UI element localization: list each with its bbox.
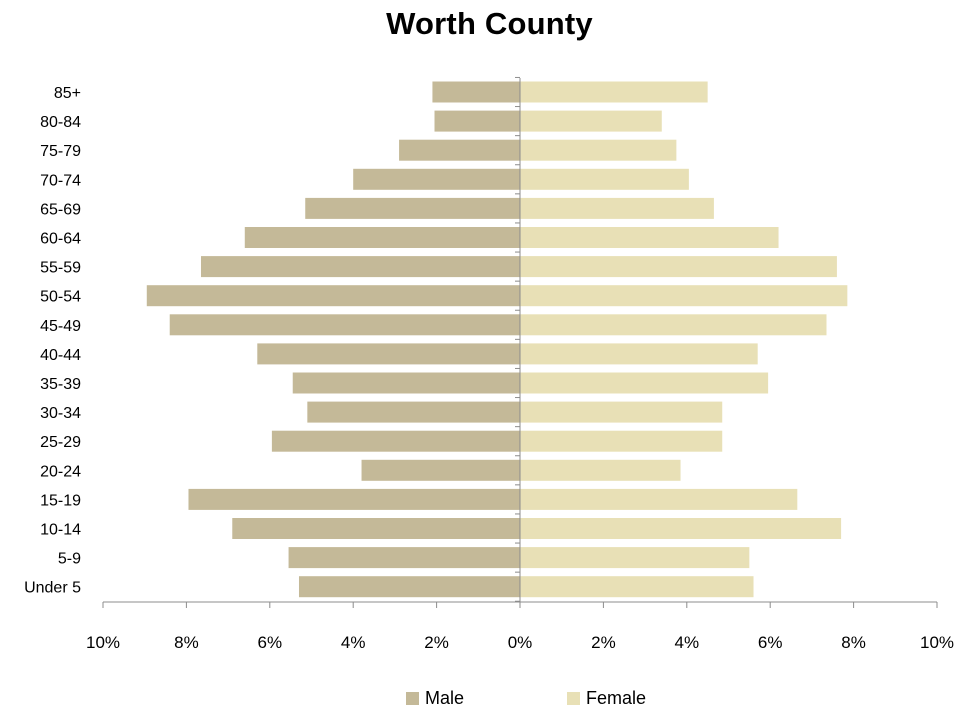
bar-male-50-54 [146, 285, 520, 307]
bar-female-30-34 [520, 401, 723, 423]
category-label: 10-14 [40, 522, 81, 539]
legend: Male Female [0, 688, 979, 710]
category-label: 25-29 [40, 434, 81, 451]
x-tick-label: 8% [174, 633, 199, 652]
bar-female-65-69 [520, 197, 714, 219]
bar-female-45-49 [520, 314, 827, 336]
category-label: 30-34 [40, 405, 81, 422]
category-label: 45-49 [40, 318, 81, 335]
bar-female-75-79 [520, 139, 677, 161]
category-label: 65-69 [40, 201, 81, 218]
x-tick-label: 4% [675, 633, 700, 652]
bar-male-15-19 [188, 488, 521, 510]
x-tick-label: 0% [508, 633, 533, 652]
bar-female-10-14 [520, 518, 842, 539]
x-tick-label: 2% [591, 633, 616, 652]
bar-male-70-74 [353, 168, 520, 190]
bar-female-50-54 [520, 285, 848, 307]
legend-label-male: Male [425, 688, 465, 708]
x-tick-label: 10% [920, 633, 954, 652]
category-label: 55-59 [40, 260, 81, 277]
x-tick-label: 2% [424, 633, 449, 652]
x-tick-label: 6% [258, 633, 283, 652]
bar-female-under-5 [520, 576, 754, 598]
category-label: 75-79 [40, 143, 81, 160]
bar-male-under-5 [298, 576, 520, 598]
legend-label-female: Female [586, 688, 647, 708]
category-label: 20-24 [40, 463, 81, 480]
category-label: 35-39 [40, 376, 81, 393]
bar-male-45-49 [169, 314, 520, 336]
bar-female-85plus [520, 81, 708, 103]
category-label: 85+ [54, 85, 81, 102]
category-label: 70-74 [40, 172, 81, 189]
bar-male-60-64 [244, 227, 520, 248]
bar-female-60-64 [520, 227, 779, 248]
category-label: Under 5 [24, 580, 81, 597]
bar-male-75-79 [399, 139, 520, 161]
category-label: 40-44 [40, 347, 81, 364]
bar-male-35-39 [292, 372, 520, 394]
legend-item-female: Female [567, 688, 646, 709]
bar-male-10-14 [232, 518, 520, 539]
x-tick-label: 4% [341, 633, 366, 652]
legend-item-male: Male [406, 688, 464, 709]
bar-male-40-44 [257, 343, 520, 365]
x-tick-label: 6% [758, 633, 783, 652]
bars-layer [146, 81, 848, 598]
category-label: 80-84 [40, 114, 81, 131]
x-tick-label: 8% [841, 633, 866, 652]
category-label: 5-9 [58, 551, 81, 568]
legend-swatch-female [567, 692, 580, 705]
bar-female-40-44 [520, 343, 758, 365]
x-tick-label: 10% [86, 633, 120, 652]
category-label: 50-54 [40, 289, 81, 306]
bar-male-30-34 [307, 401, 520, 423]
category-label: 60-64 [40, 231, 81, 248]
bar-female-20-24 [520, 459, 681, 481]
bar-male-20-24 [361, 459, 520, 481]
bar-male-25-29 [271, 430, 520, 452]
bar-male-80-84 [434, 110, 520, 132]
chart-title: Worth County [386, 6, 593, 41]
bar-male-65-69 [305, 197, 520, 219]
bar-female-70-74 [520, 168, 689, 190]
category-label: 15-19 [40, 492, 81, 509]
bar-female-80-84 [520, 110, 662, 132]
bar-female-5-9 [520, 547, 750, 569]
bar-male-5-9 [288, 547, 520, 569]
bar-male-85plus [432, 81, 520, 103]
bar-female-35-39 [520, 372, 769, 394]
bar-female-25-29 [520, 430, 723, 452]
bar-female-15-19 [520, 488, 798, 510]
axis-layer [102, 76, 938, 608]
labels-layer: 10% 8% 6% 4% 2% 0% 2% 4% 6% 8% 10% Under 5 5-9 10-14 1… [24, 85, 954, 652]
legend-swatch-male [406, 692, 419, 705]
bar-male-55-59 [200, 256, 520, 278]
bar-female-55-59 [520, 256, 837, 278]
